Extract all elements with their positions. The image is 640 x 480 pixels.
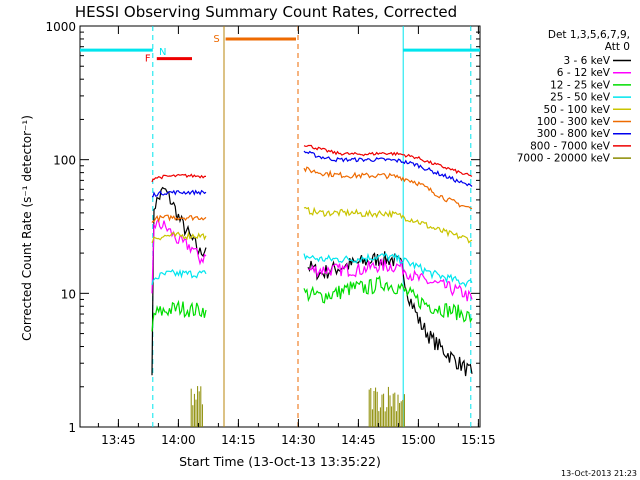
legend-header-att: Att 0 [605, 41, 630, 53]
timestamp: 13-Oct-2013 21:23 [561, 469, 637, 478]
legend-label: 800 - 7000 keV [530, 140, 611, 152]
series-line [303, 275, 473, 324]
y-tick-label: 10 [61, 287, 76, 301]
chart-title: HESSI Observing Summary Count Rates, Cor… [75, 3, 457, 21]
y-tick-label: 1 [68, 421, 76, 435]
series-line [303, 206, 473, 244]
legend-label: 7000 - 20000 keV [517, 153, 611, 165]
series-line [303, 150, 473, 187]
x-tick-label: 15:00 [401, 433, 436, 447]
legend-label: 12 - 25 keV [550, 79, 611, 91]
series-line [303, 144, 473, 177]
x-tick-label: 14:15 [221, 433, 256, 447]
y-axis-label: Corrected Count Rate (s⁻¹ detector⁻¹) [20, 115, 34, 341]
x-tick-label: 14:30 [281, 433, 316, 447]
plot-frame [79, 25, 481, 428]
legend-label: 3 - 6 keV [563, 55, 610, 67]
legend-label: 25 - 50 keV [550, 92, 611, 104]
plot-area: NF S 13:45 14:00 14:15 14:30 14:45 15:00 15:15 1 1… [45, 20, 495, 447]
x-tick-label: 13:45 [101, 433, 136, 447]
flag-label-n: N [159, 47, 166, 58]
series-line [307, 257, 473, 302]
y-tick-label: 1000 [45, 20, 76, 34]
legend-label: 6 - 12 keV [557, 67, 611, 79]
series-line [151, 231, 207, 244]
series-line [307, 251, 473, 377]
series-line [151, 218, 207, 294]
x-tick-label: 15:15 [461, 433, 496, 447]
x-tick-label: 14:00 [161, 433, 196, 447]
legend-label: 300 - 800 keV [537, 128, 611, 140]
series-line [151, 173, 206, 183]
series-line [151, 214, 207, 224]
y-tick-label: 100 [53, 154, 76, 168]
x-axis-label: Start Time (13-Oct-13 13:35:22) [179, 454, 381, 469]
legend-label: 100 - 300 keV [537, 116, 611, 128]
series-line [151, 189, 207, 198]
x-tick-label: 14:45 [341, 433, 376, 447]
series-line [151, 299, 207, 332]
series-line [303, 166, 473, 210]
legend-header: Det 1,3,5,6,7,9, [548, 29, 630, 41]
flag-label-s: S [213, 34, 219, 45]
flag-label-f: F [145, 54, 151, 65]
series-line [303, 252, 473, 288]
series-line [151, 268, 207, 286]
legend-label: 50 - 100 keV [543, 104, 610, 116]
